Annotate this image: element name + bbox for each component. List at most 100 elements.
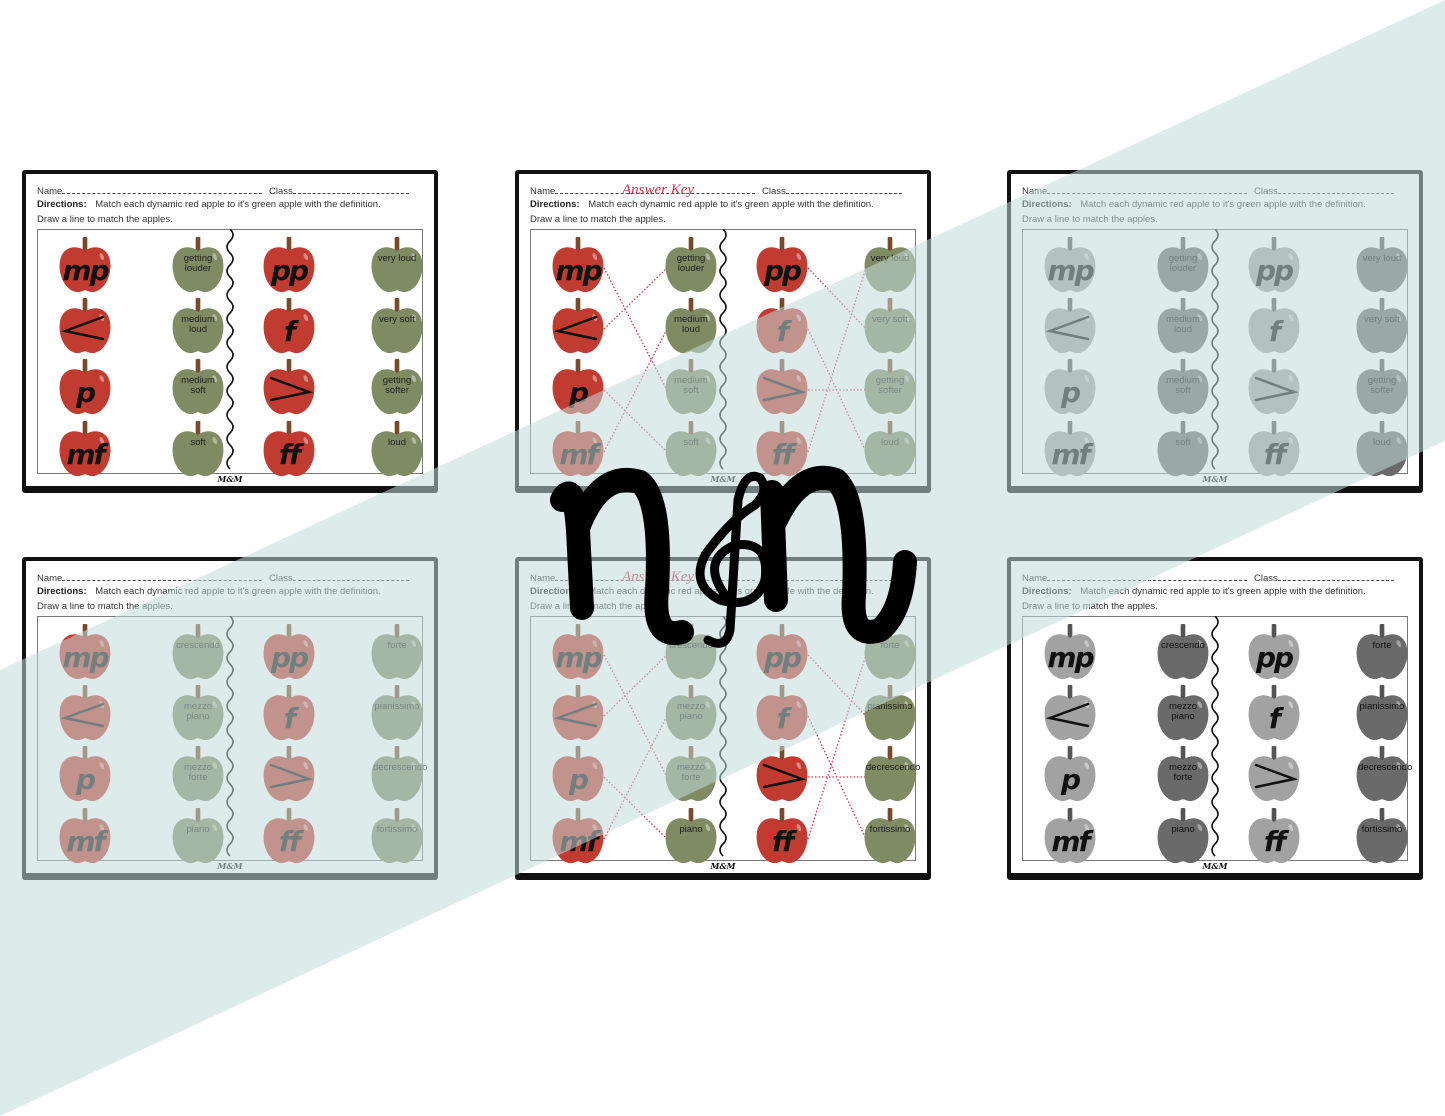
red-apple->[interactable] — [754, 743, 810, 805]
red-apple-<[interactable] — [57, 682, 113, 744]
red-apple-f[interactable]: f — [261, 682, 317, 744]
red-apple-pp[interactable]: pp — [1246, 234, 1302, 296]
green-apple-definition[interactable]: decrescendo — [862, 743, 920, 805]
red-apple-mp[interactable]: mp — [57, 234, 113, 296]
red-apple-ff[interactable]: ff — [1246, 805, 1302, 867]
red-apple->[interactable] — [754, 356, 810, 418]
class-field[interactable] — [1277, 184, 1394, 194]
red-apple-mp[interactable]: mp — [1042, 621, 1098, 683]
red-apple-pp[interactable]: pp — [1246, 621, 1302, 683]
green-apple-definition[interactable]: getting softer — [1354, 356, 1410, 418]
green-apple-definition[interactable]: medium loud — [1155, 295, 1211, 357]
green-apple-definition[interactable]: mezzo piano — [663, 682, 719, 744]
green-apple-definition[interactable]: soft — [170, 418, 226, 480]
green-apple-definition[interactable]: medium loud — [663, 295, 719, 357]
green-apple-definition[interactable]: piano — [170, 805, 226, 867]
green-apple-definition[interactable]: fortissimo — [1354, 805, 1410, 867]
red-apple-p[interactable]: p — [550, 743, 606, 805]
red-apple-f[interactable]: f — [1246, 682, 1302, 744]
green-apple-definition[interactable]: pianissimo — [369, 682, 425, 744]
red-apple-<[interactable] — [550, 682, 606, 744]
class-field[interactable] — [292, 571, 409, 581]
green-apple-definition[interactable]: decrescendo — [369, 743, 427, 805]
green-apple-definition[interactable]: crescendo — [663, 621, 719, 683]
green-apple-definition[interactable]: loud — [862, 418, 918, 480]
green-apple-definition[interactable]: getting softer — [369, 356, 425, 418]
green-apple-definition[interactable]: mezzo forte — [663, 743, 719, 805]
green-apple-definition[interactable]: mezzo piano — [1155, 682, 1211, 744]
red-apple-mf[interactable]: mf — [550, 418, 606, 480]
class-field[interactable] — [292, 184, 409, 194]
green-apple-definition[interactable]: pianissimo — [862, 682, 918, 744]
red-apple-mp[interactable]: mp — [550, 234, 606, 296]
green-apple-definition[interactable]: getting softer — [862, 356, 918, 418]
red-apple-<[interactable] — [1042, 682, 1098, 744]
green-apple-definition[interactable]: medium soft — [663, 356, 719, 418]
red-apple-mp[interactable]: mp — [1042, 234, 1098, 296]
green-apple-definition[interactable]: medium soft — [1155, 356, 1211, 418]
red-apple-pp[interactable]: pp — [261, 234, 317, 296]
red-apple-ff[interactable]: ff — [261, 418, 317, 480]
green-apple-definition[interactable]: soft — [1155, 418, 1211, 480]
red-apple-mf[interactable]: mf — [550, 805, 606, 867]
green-apple-definition[interactable]: very soft — [1354, 295, 1410, 357]
red-apple-mf[interactable]: mf — [1042, 418, 1098, 480]
red-apple-mp[interactable]: mp — [550, 621, 606, 683]
red-apple-mp[interactable]: mp — [57, 621, 113, 683]
red-apple-<[interactable] — [57, 295, 113, 357]
name-field[interactable] — [62, 571, 263, 581]
green-apple-definition[interactable]: getting louder — [663, 234, 719, 296]
red-apple-mf[interactable]: mf — [57, 805, 113, 867]
green-apple-definition[interactable]: crescendo — [1155, 621, 1211, 683]
red-apple->[interactable] — [1246, 356, 1302, 418]
name-field[interactable] — [62, 184, 263, 194]
green-apple-definition[interactable]: crescendo — [170, 621, 226, 683]
red-apple-p[interactable]: p — [1042, 743, 1098, 805]
red-apple-f[interactable]: f — [754, 682, 810, 744]
green-apple-definition[interactable]: piano — [1155, 805, 1211, 867]
green-apple-definition[interactable]: soft — [663, 418, 719, 480]
name-field[interactable] — [1047, 184, 1248, 194]
red-apple-ff[interactable]: ff — [261, 805, 317, 867]
green-apple-definition[interactable]: getting louder — [170, 234, 226, 296]
red-apple-ff[interactable]: ff — [1246, 418, 1302, 480]
green-apple-definition[interactable]: mezzo forte — [170, 743, 226, 805]
green-apple-definition[interactable]: medium soft — [170, 356, 226, 418]
red-apple-<[interactable] — [1042, 295, 1098, 357]
red-apple-ff[interactable]: ff — [754, 418, 810, 480]
red-apple-f[interactable]: f — [754, 295, 810, 357]
green-apple-definition[interactable]: getting louder — [1155, 234, 1211, 296]
red-apple-p[interactable]: p — [1042, 356, 1098, 418]
green-apple-definition[interactable]: very loud — [369, 234, 425, 296]
green-apple-definition[interactable]: decrescendo — [1354, 743, 1412, 805]
red-apple-p[interactable]: p — [550, 356, 606, 418]
red-apple-<[interactable] — [550, 295, 606, 357]
green-apple-definition[interactable]: fortissimo — [369, 805, 425, 867]
class-field[interactable] — [1277, 571, 1394, 581]
green-apple-definition[interactable]: mezzo piano — [170, 682, 226, 744]
green-apple-definition[interactable]: forte — [1354, 621, 1410, 683]
green-apple-definition[interactable]: piano — [663, 805, 719, 867]
red-apple-f[interactable]: f — [1246, 295, 1302, 357]
green-apple-definition[interactable]: medium loud — [170, 295, 226, 357]
red-apple->[interactable] — [1246, 743, 1302, 805]
red-apple-f[interactable]: f — [261, 295, 317, 357]
red-apple-p[interactable]: p — [57, 356, 113, 418]
green-apple-definition[interactable]: very soft — [862, 295, 918, 357]
green-apple-definition[interactable]: fortissimo — [862, 805, 918, 867]
red-apple-pp[interactable]: pp — [261, 621, 317, 683]
green-apple-definition[interactable]: very soft — [369, 295, 425, 357]
red-apple->[interactable] — [261, 356, 317, 418]
red-apple-mf[interactable]: mf — [1042, 805, 1098, 867]
red-apple->[interactable] — [261, 743, 317, 805]
name-field[interactable] — [1047, 571, 1248, 581]
green-apple-definition[interactable]: pianissimo — [1354, 682, 1410, 744]
green-apple-definition[interactable]: mezzo forte — [1155, 743, 1211, 805]
green-apple-definition[interactable]: loud — [1354, 418, 1410, 480]
green-apple-definition[interactable]: very loud — [1354, 234, 1410, 296]
red-apple-pp[interactable]: pp — [754, 621, 810, 683]
green-apple-definition[interactable]: forte — [862, 621, 918, 683]
red-apple-pp[interactable]: pp — [754, 234, 810, 296]
red-apple-p[interactable]: p — [57, 743, 113, 805]
green-apple-definition[interactable]: very loud — [862, 234, 918, 296]
